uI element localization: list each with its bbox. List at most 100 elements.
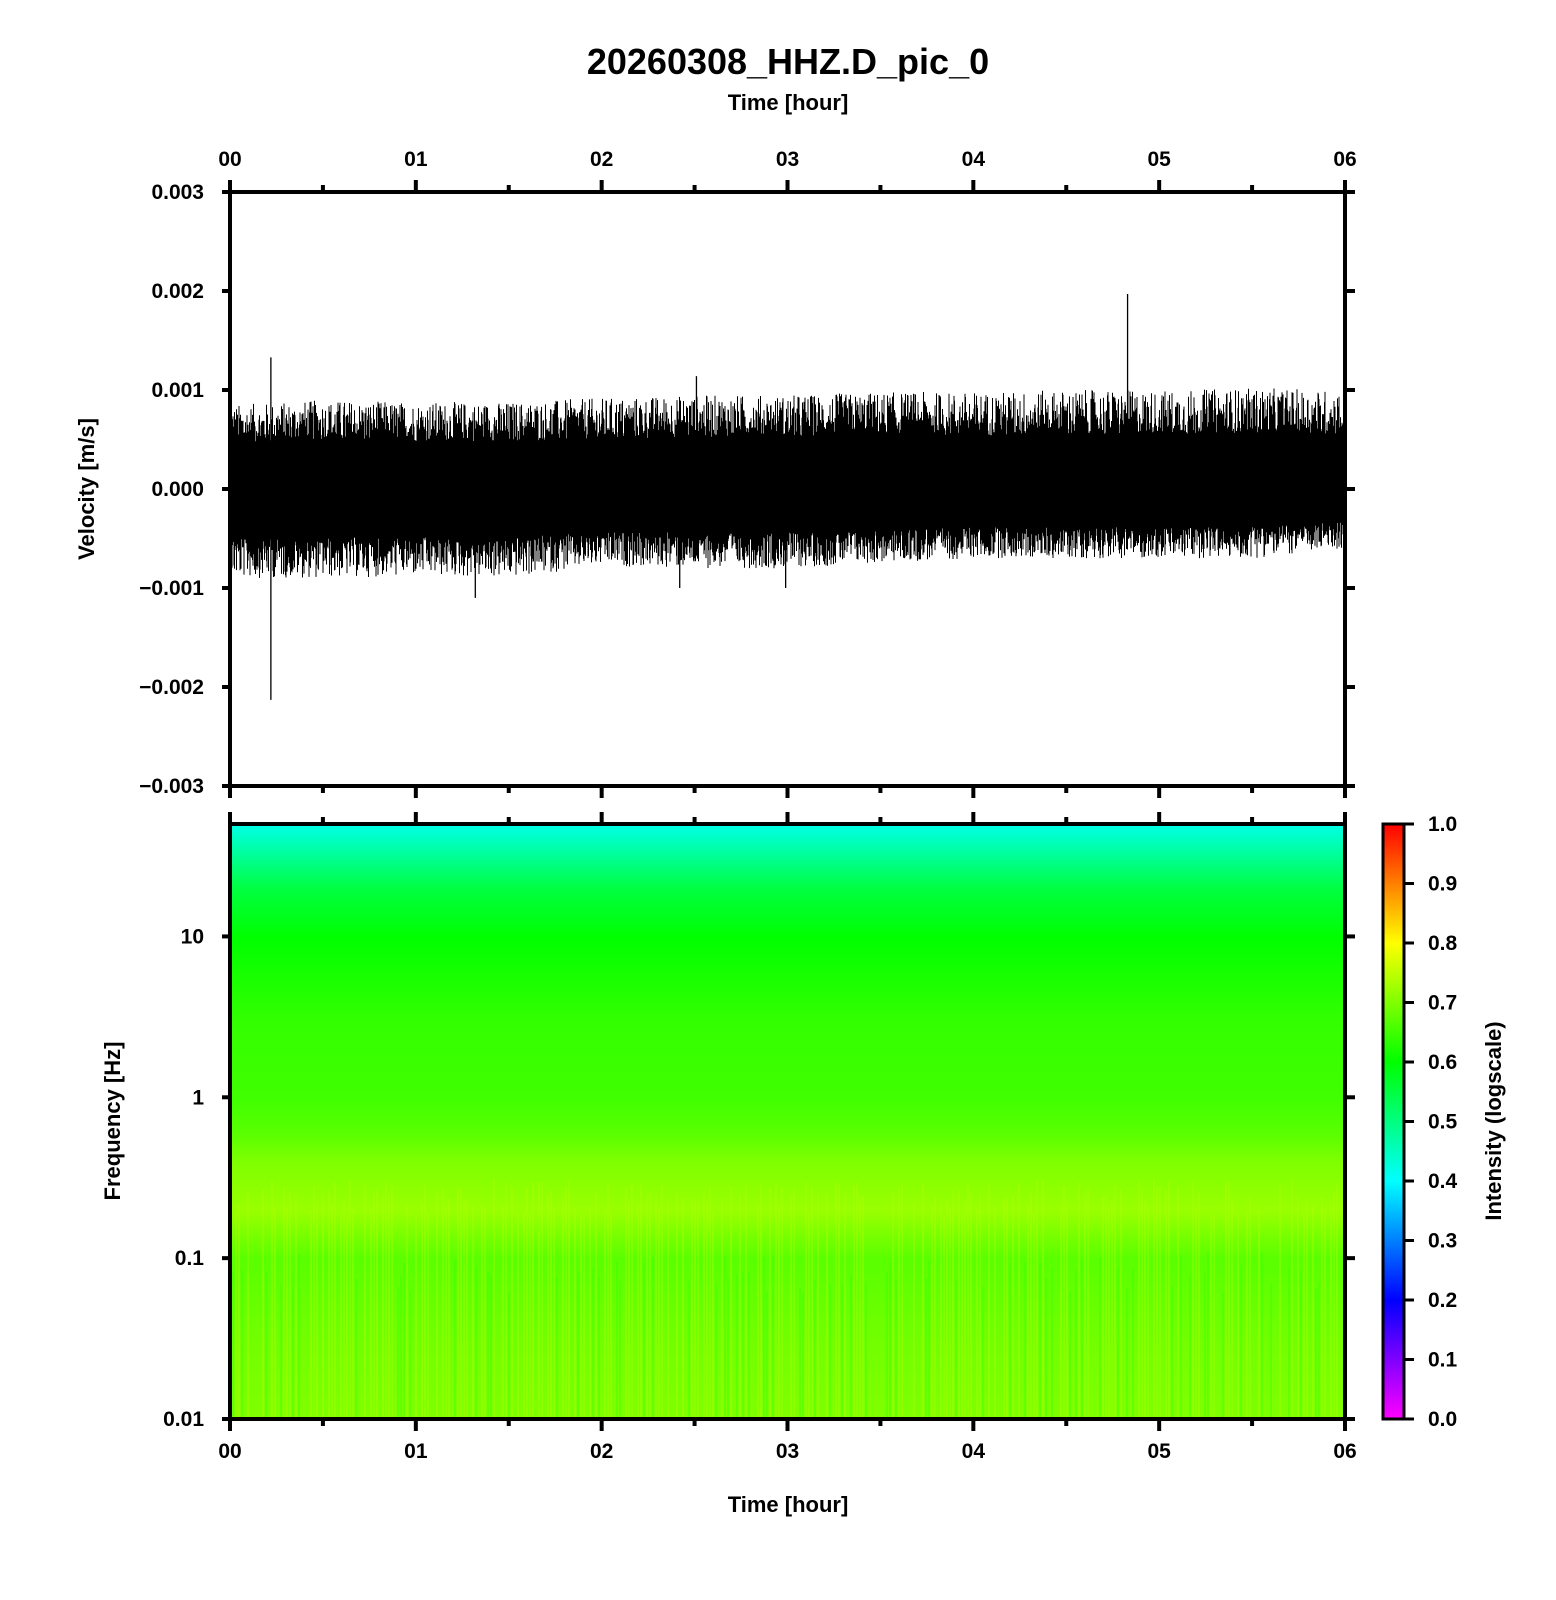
heatmap-row (230, 1110, 1345, 1113)
heatmap-row (230, 1308, 1345, 1311)
colorbar-tick-label: 0.2 (1428, 1289, 1457, 1312)
heatmap-row (230, 1298, 1345, 1301)
heatmap-row (230, 1044, 1345, 1047)
heatmap-row (230, 1040, 1345, 1043)
heatmap-row (230, 1092, 1345, 1095)
top-time-tick-label: 00 (218, 148, 241, 171)
colorbar-tick-label: 0.7 (1428, 992, 1457, 1015)
heatmap-row (230, 1010, 1345, 1013)
heatmap-row (230, 908, 1345, 911)
heatmap-row (230, 1260, 1345, 1263)
heatmap-row (230, 1128, 1345, 1131)
heatmap-row (230, 1408, 1345, 1411)
heatmap-row (230, 860, 1345, 863)
heatmap-row (230, 1204, 1345, 1207)
heatmap-row (230, 958, 1345, 961)
heatmap-row (230, 1220, 1345, 1223)
heatmap-row (230, 916, 1345, 919)
heatmap-row (230, 932, 1345, 935)
heatmap-row (230, 1034, 1345, 1037)
heatmap-row (230, 842, 1345, 845)
heatmap-row (230, 1374, 1345, 1377)
heatmap-row (230, 834, 1345, 837)
heatmap-row (230, 1206, 1345, 1209)
heatmap-row (230, 1310, 1345, 1313)
heatmap-row (230, 966, 1345, 969)
heatmap-row (230, 1144, 1345, 1147)
heatmap-row (230, 894, 1345, 897)
heatmap-row (230, 1384, 1345, 1387)
heatmap-row (230, 1188, 1345, 1191)
heatmap-row (230, 856, 1345, 859)
heatmap-row (230, 1004, 1345, 1007)
heatmap-row (230, 1118, 1345, 1121)
colorbar-ticks: 1.0 0.9 0.8 0.7 0.6 0.5 0.4 0.3 0.2 0.1 0.0 (1404, 813, 1458, 1431)
heatmap-row (230, 978, 1345, 981)
y-tick-label: −0.002 (139, 676, 204, 699)
heatmap-row (230, 962, 1345, 965)
heatmap-row (230, 1226, 1345, 1229)
heatmap-row (230, 1312, 1345, 1315)
heatmap-row (230, 1212, 1345, 1215)
heatmap-row (230, 994, 1345, 997)
heatmap-row (230, 1028, 1345, 1031)
heatmap-row (230, 1340, 1345, 1343)
heatmap-row (230, 1330, 1345, 1333)
heatmap-row (230, 1162, 1345, 1165)
heatmap-row (230, 970, 1345, 973)
heatmap-row (230, 1272, 1345, 1275)
heatmap-row (230, 1302, 1345, 1305)
heatmap-row (230, 912, 1345, 915)
heatmap-row (230, 1358, 1345, 1361)
heatmap-row (230, 1074, 1345, 1077)
heatmap-row (230, 954, 1345, 957)
heatmap-row (230, 950, 1345, 953)
heatmap-row (230, 1414, 1345, 1417)
heatmap-row (230, 914, 1345, 917)
bottom-time-tick-label: 04 (962, 1440, 986, 1463)
heatmap-row (230, 1256, 1345, 1259)
heatmap-row (230, 1078, 1345, 1081)
heatmap-row (230, 1370, 1345, 1373)
heatmap-row (230, 1388, 1345, 1391)
heatmap-row (230, 1342, 1345, 1345)
heatmap-row (230, 1048, 1345, 1051)
colorbar-tick-label: 0.1 (1428, 1349, 1458, 1372)
heatmap-row (230, 864, 1345, 867)
heatmap-row (230, 944, 1345, 947)
heatmap-row (230, 1266, 1345, 1269)
heatmap-row (230, 826, 1345, 829)
heatmap-row (230, 1066, 1345, 1069)
waveform-core (230, 453, 1345, 522)
heatmap-row (230, 1326, 1345, 1329)
heatmap-row (230, 1134, 1345, 1137)
heatmap-row (230, 858, 1345, 861)
heatmap-row (230, 1186, 1345, 1189)
heatmap-row (230, 1412, 1345, 1415)
heatmap-row (230, 1288, 1345, 1291)
heatmap-row (230, 1146, 1345, 1149)
bottom-time-tick-label: 00 (218, 1440, 241, 1463)
heatmap-row (230, 938, 1345, 941)
spectrogram-ylabel: Frequency [Hz] (100, 1042, 125, 1201)
heatmap-row (230, 1286, 1345, 1289)
heatmap-row (230, 918, 1345, 921)
heatmap-row (230, 1090, 1345, 1093)
heatmap-row (230, 1200, 1345, 1203)
heatmap-row (230, 1116, 1345, 1119)
heatmap-row (230, 1350, 1345, 1353)
heatmap-row (230, 940, 1345, 943)
heatmap-row (230, 1142, 1345, 1145)
bottom-time-tick-label: 02 (590, 1440, 613, 1463)
heatmap-row (230, 1130, 1345, 1133)
heatmap-row (230, 984, 1345, 987)
heatmap-row (230, 1366, 1345, 1369)
heatmap-row (230, 1354, 1345, 1357)
heatmap-row (230, 1214, 1345, 1217)
heatmap-row (230, 926, 1345, 929)
heatmap-row (230, 1194, 1345, 1197)
heatmap-row (230, 1102, 1345, 1105)
heatmap-row (230, 1324, 1345, 1327)
heatmap-row (230, 1124, 1345, 1127)
heatmap-row (230, 960, 1345, 963)
